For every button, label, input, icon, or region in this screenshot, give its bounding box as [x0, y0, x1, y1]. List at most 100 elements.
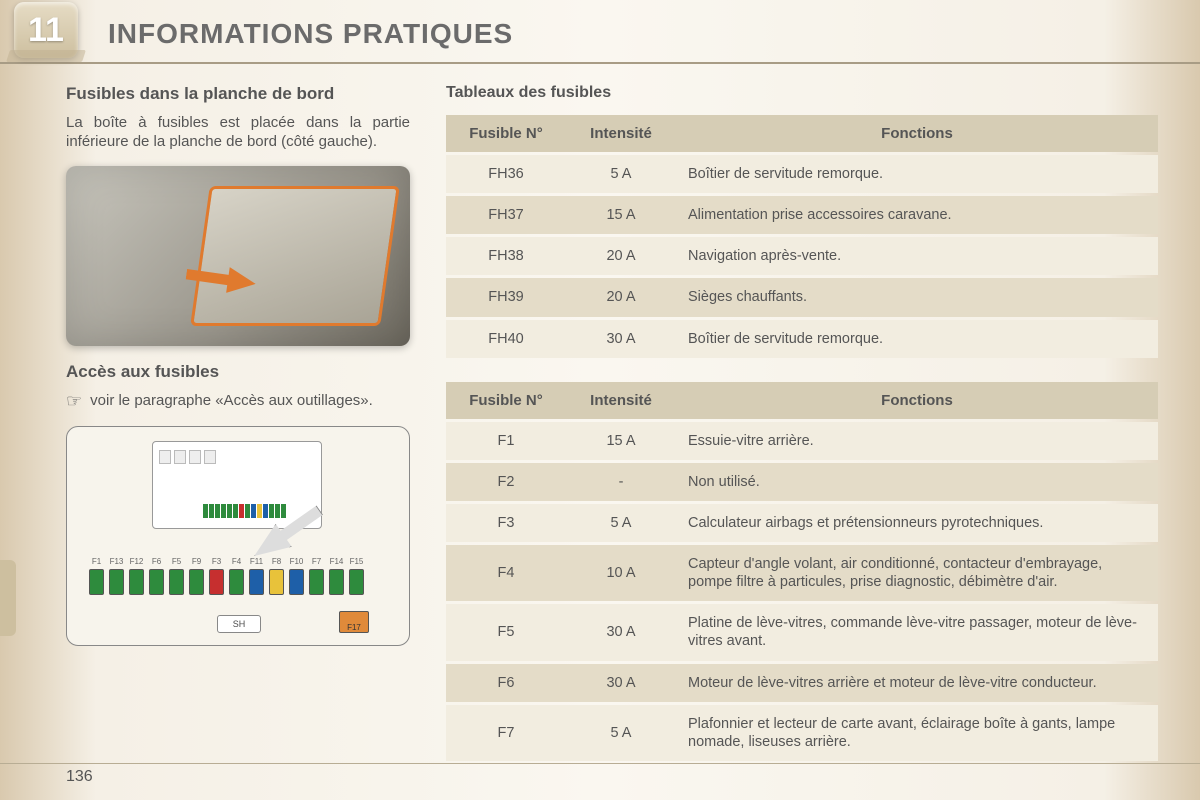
- fuse-diagram: F1F13F12F6F5F9F3F4F11F8F10F7F14F15 SH F1…: [66, 426, 410, 646]
- fuse-number: F7: [446, 705, 566, 761]
- fuse-number: F2: [446, 463, 566, 501]
- right-column: Tableaux des fusibles Fusible N° Intensi…: [446, 84, 1158, 782]
- fuse-intensity: -: [566, 463, 676, 501]
- fuse-slot: [89, 569, 104, 595]
- fuse-label: F8: [269, 557, 284, 566]
- fuse-function: Essuie-vitre arrière.: [676, 422, 1158, 460]
- fuse-number: F1: [446, 422, 566, 460]
- fuse-function: Plafonnier et lecteur de carte avant, éc…: [676, 705, 1158, 761]
- table-row: F410 ACapteur d'angle volant, air condit…: [446, 545, 1158, 601]
- pointing-hand-icon: ☞: [66, 392, 82, 410]
- table-row: F115 AEssuie-vitre arrière.: [446, 422, 1158, 460]
- fuse-label: F7: [309, 557, 324, 566]
- fuse-intensity: 20 A: [566, 278, 676, 316]
- table-row: FH3820 ANavigation après-vente.: [446, 237, 1158, 275]
- fuse-slot: [189, 569, 204, 595]
- table-header: Fusible N°: [446, 115, 566, 152]
- fuse-number: FH36: [446, 155, 566, 193]
- table-header: Intensité: [566, 382, 676, 419]
- fuse-slot: [129, 569, 144, 595]
- fuse-label: F13: [109, 557, 124, 566]
- fuses-heading: Fusibles dans la planche de bord: [66, 84, 410, 104]
- table-row: FH3715 AAlimentation prise accessoires c…: [446, 196, 1158, 234]
- table-row: FH3920 ASièges chauffants.: [446, 278, 1158, 316]
- fuse-label: F11: [249, 557, 264, 566]
- fuse-slot: [149, 569, 164, 595]
- fuse-function: Alimentation prise accessoires caravane.: [676, 196, 1158, 234]
- fuse-function: Moteur de lève-vitres arrière et moteur …: [676, 664, 1158, 702]
- fuse-slot: [269, 569, 284, 595]
- table-row: F630 AMoteur de lève-vitres arrière et m…: [446, 664, 1158, 702]
- table-row: F35 ACalculateur airbags et prétensionne…: [446, 504, 1158, 542]
- fuse-number: F6: [446, 664, 566, 702]
- access-reference: ☞ voir le paragraphe «Accès aux outillag…: [66, 392, 410, 410]
- fuse-number: F4: [446, 545, 566, 601]
- fuse-slot: [169, 569, 184, 595]
- fuse-function: Capteur d'angle volant, air conditionné,…: [676, 545, 1158, 601]
- side-tab: [0, 560, 16, 636]
- table-row: FH4030 ABoîtier de servitude remorque.: [446, 320, 1158, 358]
- fuses-paragraph: La boîte à fusibles est placée dans la p…: [66, 114, 410, 152]
- fuse-label: F5: [169, 557, 184, 566]
- fuse-label: F15: [349, 557, 364, 566]
- fuse-intensity: 5 A: [566, 705, 676, 761]
- access-text: voir le paragraphe «Accès aux outillages…: [90, 392, 410, 410]
- section-title: INFORMATIONS PRATIQUES: [108, 18, 1200, 50]
- f17-slot: F17: [339, 611, 369, 633]
- tables-title: Tableaux des fusibles: [446, 84, 1158, 102]
- fuse-slot: [329, 569, 344, 595]
- table-header: Fonctions: [676, 115, 1158, 152]
- chapter-badge: 11: [14, 2, 78, 58]
- fuse-intensity: 10 A: [566, 545, 676, 601]
- fuse-slot: [109, 569, 124, 595]
- fuse-intensity: 5 A: [566, 155, 676, 193]
- fuse-label: F4: [229, 557, 244, 566]
- fuse-function: Non utilisé.: [676, 463, 1158, 501]
- fuse-number: F5: [446, 604, 566, 660]
- fuse-intensity: 15 A: [566, 196, 676, 234]
- footer-rule: [0, 763, 1200, 764]
- fuse-table-2: Fusible N° Intensité Fonctions F115 AEss…: [446, 379, 1158, 764]
- fuse-number: FH40: [446, 320, 566, 358]
- fuse-intensity: 30 A: [566, 664, 676, 702]
- fuse-slot: [349, 569, 364, 595]
- fuse-slot: [249, 569, 264, 595]
- fuse-function: Platine de lève-vitres, commande lève-vi…: [676, 604, 1158, 660]
- table-row: F2-Non utilisé.: [446, 463, 1158, 501]
- table-header: Fonctions: [676, 382, 1158, 419]
- dashboard-photo: [66, 166, 410, 346]
- fuse-function: Calculateur airbags et prétensionneurs p…: [676, 504, 1158, 542]
- fuse-function: Boîtier de servitude remorque.: [676, 155, 1158, 193]
- fuse-table-1: Fusible N° Intensité Fonctions FH365 ABo…: [446, 112, 1158, 361]
- fuse-slot: [229, 569, 244, 595]
- table-row: F75 APlafonnier et lecteur de carte avan…: [446, 705, 1158, 761]
- fuse-intensity: 30 A: [566, 604, 676, 660]
- fuse-function: Sièges chauffants.: [676, 278, 1158, 316]
- fuse-slot: [289, 569, 304, 595]
- fuse-label: F9: [189, 557, 204, 566]
- fuse-label: F3: [209, 557, 224, 566]
- content: Fusibles dans la planche de bord La boît…: [0, 64, 1200, 792]
- fuse-number: FH39: [446, 278, 566, 316]
- fuse-function: Boîtier de servitude remorque.: [676, 320, 1158, 358]
- fuse-intensity: 20 A: [566, 237, 676, 275]
- fuse-number: FH38: [446, 237, 566, 275]
- fuse-slot: [309, 569, 324, 595]
- fuse-label: F10: [289, 557, 304, 566]
- fuse-slot: [209, 569, 224, 595]
- fuse-number: F3: [446, 504, 566, 542]
- fuse-label: F12: [129, 557, 144, 566]
- fuse-label: F14: [329, 557, 344, 566]
- table-header: Intensité: [566, 115, 676, 152]
- fuse-intensity: 30 A: [566, 320, 676, 358]
- table-header: Fusible N°: [446, 382, 566, 419]
- fuse-intensity: 15 A: [566, 422, 676, 460]
- page-header: 11 INFORMATIONS PRATIQUES: [0, 0, 1200, 64]
- sh-slot: SH: [217, 615, 261, 633]
- left-column: Fusibles dans la planche de bord La boît…: [66, 84, 410, 782]
- fuse-function: Navigation après-vente.: [676, 237, 1158, 275]
- page-number: 136: [66, 768, 93, 786]
- fuse-label: F1: [89, 557, 104, 566]
- table-row: FH365 ABoîtier de servitude remorque.: [446, 155, 1158, 193]
- access-heading: Accès aux fusibles: [66, 362, 410, 382]
